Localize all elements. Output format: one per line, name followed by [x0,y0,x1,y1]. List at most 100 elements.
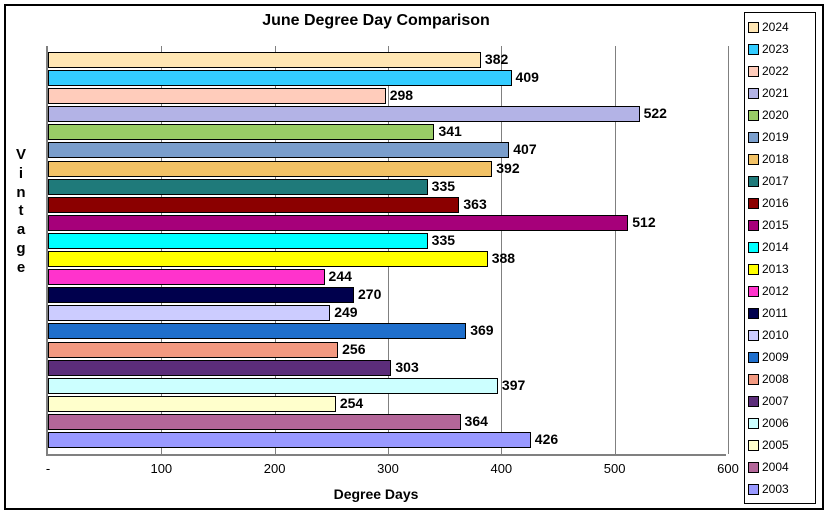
data-label: 426 [535,431,558,447]
legend-swatch [748,22,759,33]
legend-item: 2011 [748,302,812,324]
legend-swatch [748,110,759,121]
bar-row: 363 [48,197,726,213]
legend-swatch [748,132,759,143]
legend-swatch [748,418,759,429]
legend-item: 2022 [748,60,812,82]
bar [48,378,498,394]
legend-label: 2007 [762,394,789,408]
bar [48,142,509,158]
legend-item: 2009 [748,346,812,368]
legend-item: 2020 [748,104,812,126]
legend-swatch [748,440,759,451]
x-tick-label: 500 [585,461,645,476]
legend-item: 2012 [748,280,812,302]
legend-label: 2005 [762,438,789,452]
data-label: 397 [502,377,525,393]
bar [48,251,488,267]
bar [48,52,481,68]
data-label: 335 [432,178,455,194]
legend-item: 2014 [748,236,812,258]
x-tick-label: 400 [471,461,531,476]
bar [48,360,391,376]
data-label: 382 [485,51,508,67]
legend-swatch [748,88,759,99]
y-axis-label: Vintage [14,146,28,277]
data-label: 364 [465,413,488,429]
legend-swatch [748,264,759,275]
gridline [728,46,729,454]
bar-row: 369 [48,323,726,339]
legend-item: 2006 [748,412,812,434]
legend-label: 2022 [762,64,789,78]
bar-row: 256 [48,342,726,358]
legend-swatch [748,44,759,55]
bar [48,414,461,430]
bar [48,432,531,448]
x-tick-label: 300 [358,461,418,476]
data-label: 409 [516,69,539,85]
bar [48,106,640,122]
legend-item: 2008 [748,368,812,390]
legend-label: 2003 [762,482,789,496]
data-label: 341 [438,123,461,139]
data-label: 369 [470,322,493,338]
bar-row: 335 [48,179,726,195]
legend-label: 2006 [762,416,789,430]
bar-row: 522 [48,106,726,122]
bar-row: 426 [48,432,726,448]
bar-row: 382 [48,52,726,68]
bar [48,197,459,213]
data-label: 244 [329,268,352,284]
data-label: 249 [334,304,357,320]
legend-label: 2011 [762,306,788,320]
legend-item: 2010 [748,324,812,346]
legend-label: 2020 [762,108,789,122]
data-label: 254 [340,395,363,411]
legend-swatch [748,484,759,495]
x-tick-label: 200 [245,461,305,476]
data-label: 303 [395,359,418,375]
data-label: 407 [513,141,536,157]
bar [48,70,512,86]
legend-swatch [748,242,759,253]
bar [48,88,386,104]
legend-label: 2004 [762,460,789,474]
legend-item: 2021 [748,82,812,104]
bar-row: 392 [48,161,726,177]
plot-area: 3824092985223414073923353635123353882442… [46,46,726,456]
legend-item: 2019 [748,126,812,148]
bar-row: 407 [48,142,726,158]
bar-row: 303 [48,360,726,376]
legend-label: 2009 [762,350,789,364]
legend-label: 2016 [762,196,789,210]
legend-label: 2010 [762,328,789,342]
legend-label: 2019 [762,130,789,144]
bar [48,305,330,321]
bar-row: 397 [48,378,726,394]
legend-swatch [748,154,759,165]
bar [48,342,338,358]
bar-row: 298 [48,88,726,104]
legend-item: 2018 [748,148,812,170]
legend-swatch [748,66,759,77]
bar-row: 335 [48,233,726,249]
bar [48,215,628,231]
legend-item: 2024 [748,16,812,38]
data-label: 522 [644,105,667,121]
data-label: 388 [492,250,515,266]
legend-swatch [748,352,759,363]
x-tick-label: 100 [131,461,191,476]
legend-swatch [748,176,759,187]
legend-swatch [748,374,759,385]
bar-row: 249 [48,305,726,321]
x-axis-label: Degree Days [6,486,746,502]
legend-swatch [748,198,759,209]
legend-swatch [748,308,759,319]
bar [48,396,336,412]
bar-row: 364 [48,414,726,430]
bar-row: 270 [48,287,726,303]
bar-row: 409 [48,70,726,86]
bar [48,323,466,339]
data-label: 256 [342,341,365,357]
